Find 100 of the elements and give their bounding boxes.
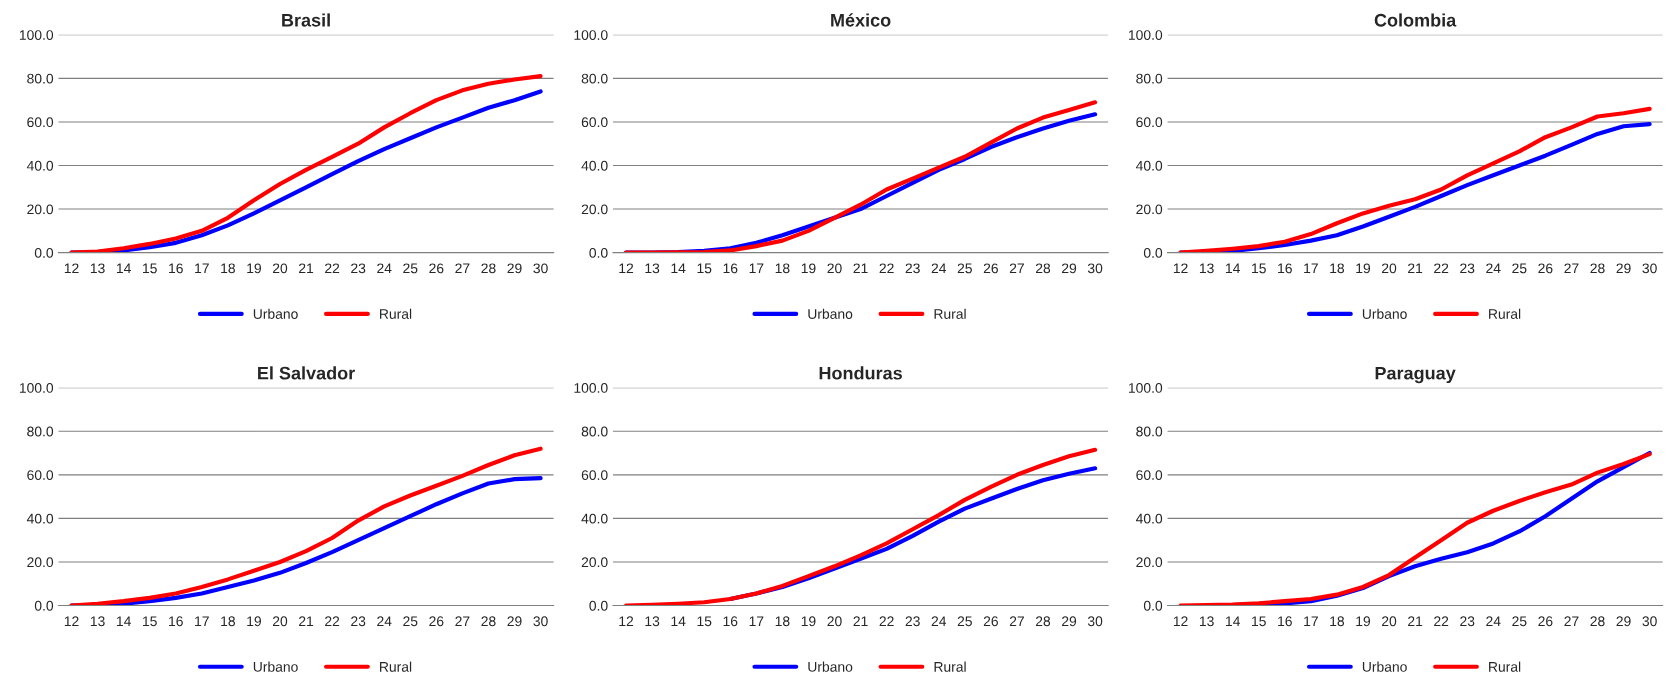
x-tick-label: 16: [169, 616, 183, 627]
x-tick-label: 15: [697, 263, 712, 274]
x-tick-label: 12: [619, 616, 634, 626]
x-tick-label: 26: [429, 616, 444, 627]
y-tick-label: 20.0: [27, 557, 54, 568]
x-tick-label: 19: [801, 263, 816, 274]
y-tick-label: 80.0: [1136, 426, 1163, 437]
x-tick-label: 25: [957, 616, 972, 627]
x-tick-label: 23: [1460, 616, 1475, 627]
x-tick-label: 18: [775, 616, 790, 627]
x-tick-label: 26: [1538, 263, 1553, 274]
x-tick-label: 16: [723, 263, 738, 274]
x-tick-label: 20: [272, 616, 288, 627]
y-tick-label: 100.0: [574, 30, 608, 40]
y-tick-label: 0.0: [589, 600, 608, 611]
x-tick-label: 25: [1512, 263, 1527, 274]
y-tick-label: 80.0: [1136, 73, 1163, 84]
y-tick-label: 20.0: [1136, 557, 1163, 568]
x-tick-label: 29: [507, 263, 522, 274]
x-tick-label: 21: [853, 263, 868, 274]
x-tick-label: 24: [1486, 616, 1501, 626]
x-tick-label: 13: [645, 263, 660, 274]
x-tick-label: 30: [533, 616, 548, 627]
x-tick-label: 17: [749, 616, 764, 626]
y-tick-label: 80.0: [27, 426, 54, 437]
x-tick-label: 15: [1252, 616, 1266, 627]
y-tick-label: 0.0: [589, 247, 608, 258]
y-tick-label: 100.0: [19, 30, 54, 40]
x-tick-label: 23: [351, 263, 366, 274]
y-tick-label: 100.0: [19, 383, 54, 393]
x-tick-label: 22: [325, 263, 340, 274]
x-tick-label: 19: [247, 263, 261, 274]
x-tick-label: 21: [299, 616, 314, 626]
x-tick-label: 28: [1590, 616, 1605, 627]
legend-label: Rural: [1489, 661, 1521, 672]
x-tick-label: 12: [64, 616, 79, 626]
y-tick-label: 40.0: [26, 513, 54, 524]
y-tick-label: 0.0: [1143, 247, 1163, 258]
y-tick-label: 80.0: [581, 73, 608, 84]
y-tick-label: 60.0: [581, 470, 608, 480]
x-tick-label: 23: [351, 616, 366, 627]
y-tick-label: 20.0: [581, 557, 608, 568]
x-tick-label: 26: [983, 263, 998, 274]
y-tick-label: 60.0: [27, 117, 54, 128]
chart-title: Colombia: [1374, 13, 1457, 27]
x-tick-label: 14: [116, 616, 131, 626]
x-tick-label: 23: [905, 263, 920, 274]
y-tick-label: 0.0: [34, 247, 54, 258]
x-tick-label: 12: [1173, 263, 1188, 274]
legend-label: Rural: [934, 661, 966, 672]
legend-label: Rural: [1489, 308, 1521, 319]
x-tick-label: 29: [1616, 616, 1631, 627]
x-tick-label: 15: [143, 616, 157, 627]
x-tick-label: 14: [671, 263, 686, 274]
x-tick-label: 21: [1408, 616, 1423, 626]
x-tick-label: 23: [1460, 263, 1475, 274]
x-tick-label: 19: [1356, 616, 1371, 627]
y-tick-label: 20.0: [581, 204, 608, 215]
x-tick-label: 14: [671, 616, 686, 626]
y-tick-label: 100.0: [1128, 383, 1163, 393]
x-tick-label: 17: [1304, 263, 1318, 274]
x-tick-label: 29: [507, 616, 522, 627]
line-series: [623, 447, 1098, 606]
legend-label: Urbano: [253, 661, 298, 672]
y-tick-label: 60.0: [581, 117, 608, 128]
y-tick-label: 100.0: [1128, 30, 1163, 40]
x-tick-label: 22: [879, 616, 894, 626]
y-tick-label: 60.0: [1136, 117, 1163, 128]
x-tick-label: 18: [1330, 263, 1345, 274]
x-tick-label: 12: [619, 263, 634, 274]
x-tick-label: 22: [325, 616, 340, 626]
x-tick-label: 25: [1512, 616, 1527, 627]
x-tick-label: 30: [533, 263, 548, 274]
x-tick-label: 13: [1199, 616, 1214, 627]
legend-label: Urbano: [1362, 661, 1407, 672]
x-tick-label: 18: [775, 263, 790, 274]
y-tick-label: 40.0: [1135, 160, 1163, 171]
legend-label: Rural: [380, 661, 412, 672]
y-tick-label: 40.0: [1135, 513, 1163, 524]
x-tick-label: 30: [1087, 616, 1103, 627]
x-tick-label: 28: [1590, 263, 1605, 274]
x-tick-label: 13: [1199, 263, 1214, 274]
x-tick-label: 12: [1173, 616, 1188, 626]
x-tick-label: 13: [90, 616, 105, 627]
x-tick-label: 30: [1642, 616, 1657, 627]
y-tick-label: 0.0: [34, 600, 54, 611]
x-tick-label: 27: [455, 616, 470, 626]
x-tick-label: 19: [801, 616, 816, 627]
y-tick-label: 80.0: [27, 73, 54, 84]
x-tick-label: 27: [455, 263, 470, 274]
x-tick-label: 12: [64, 263, 79, 274]
y-tick-label: 20.0: [1136, 204, 1163, 215]
x-tick-label: 20: [272, 263, 288, 274]
y-tick-label: 0.0: [1143, 600, 1163, 611]
x-tick-label: 16: [1278, 616, 1292, 627]
x-tick-label: 14: [1226, 263, 1240, 274]
x-tick-label: 28: [1035, 616, 1051, 627]
x-tick-label: 15: [143, 263, 157, 274]
x-tick-label: 18: [221, 616, 235, 627]
x-tick-label: 14: [1226, 616, 1240, 626]
